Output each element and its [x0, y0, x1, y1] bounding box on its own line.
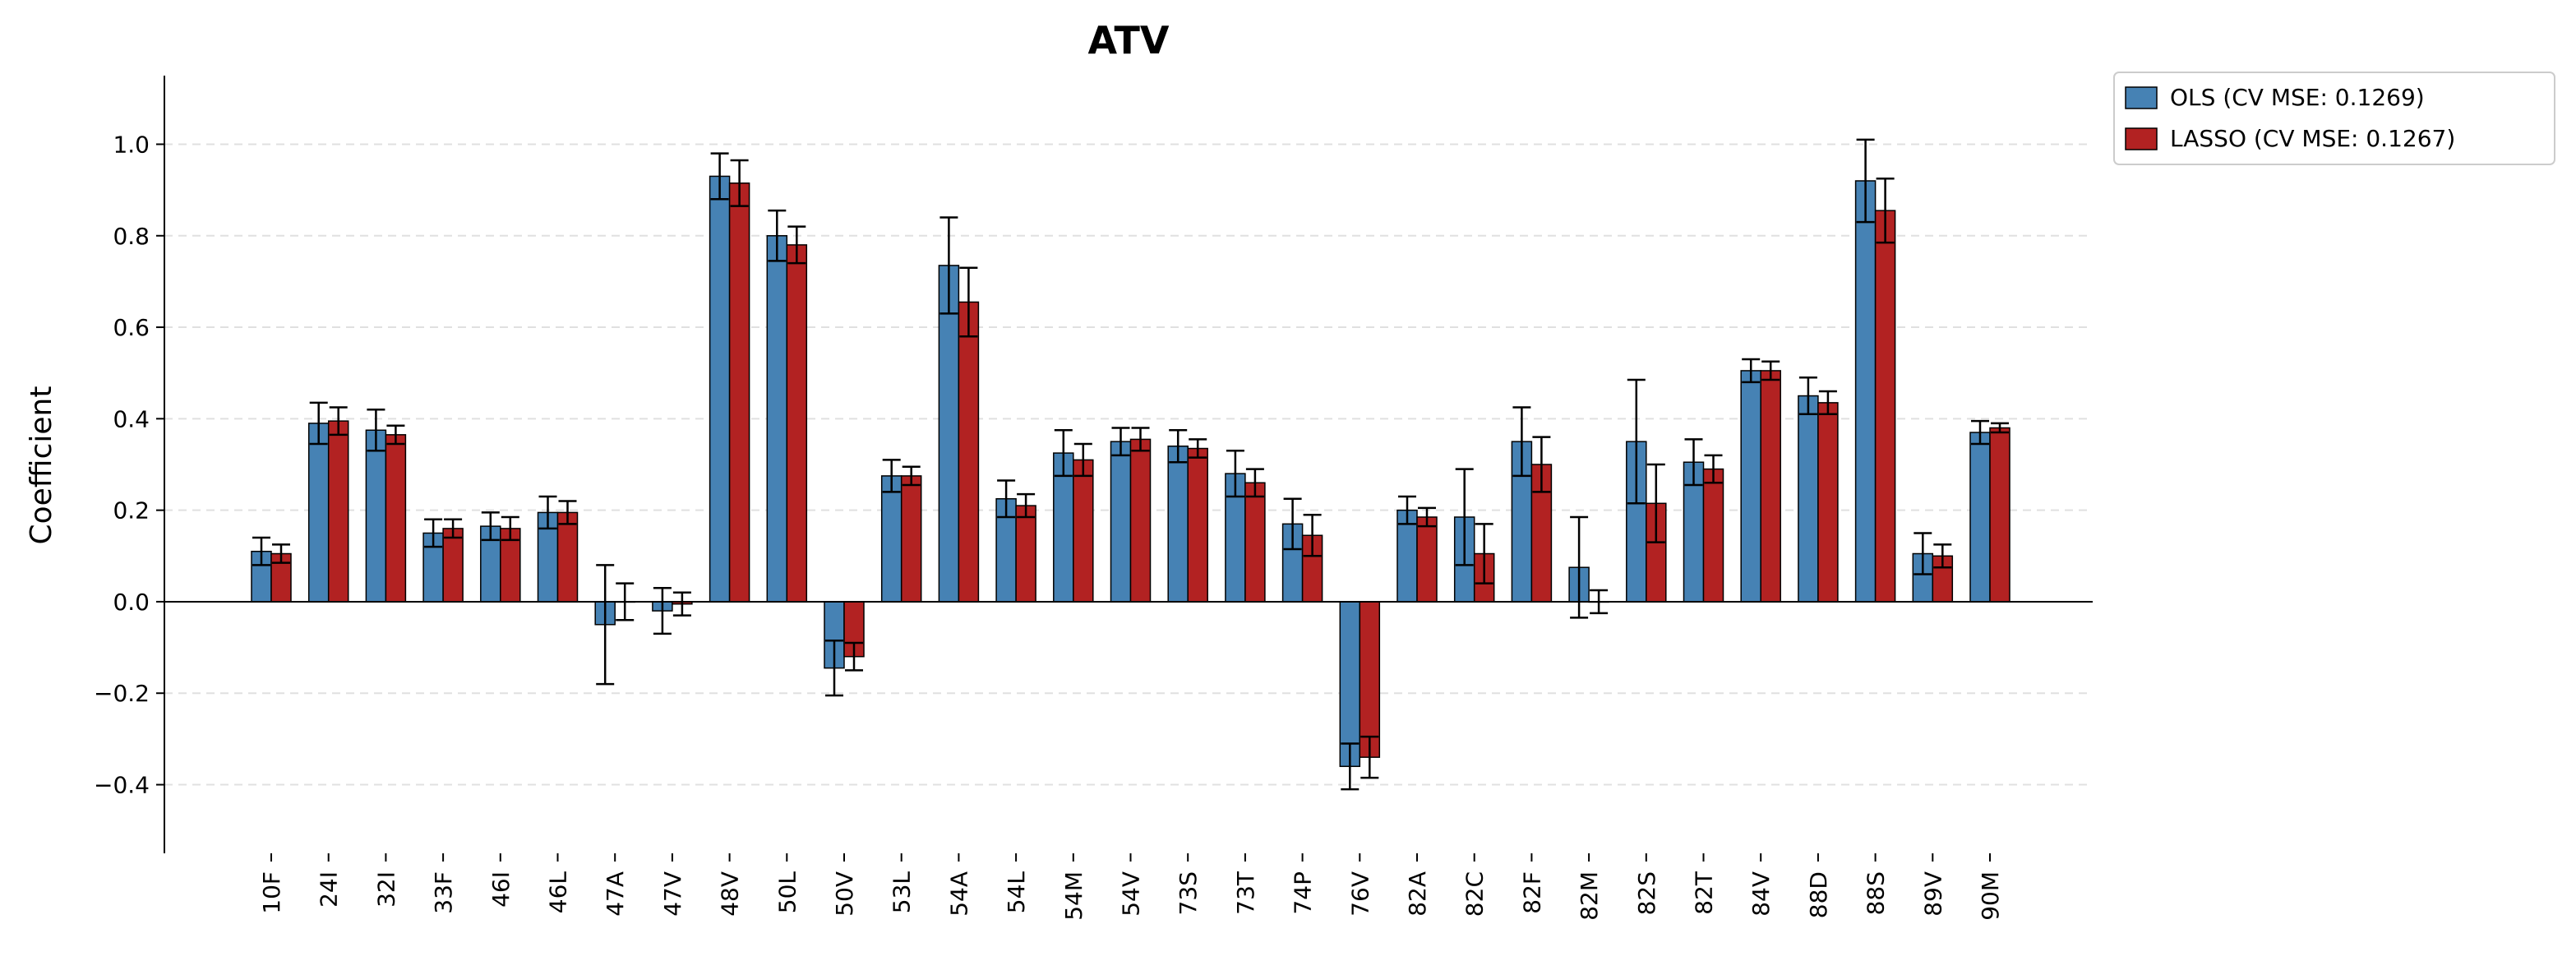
bar-ols-24I: [307, 423, 330, 603]
y-tick-label: 0.4: [113, 405, 150, 432]
bar-ols-88D: [1798, 395, 1819, 603]
bar-ols-54A: [938, 265, 960, 603]
bar-ols-88S: [1854, 180, 1877, 603]
bar-lasso-32I: [385, 434, 407, 603]
x-tick-label: 82T: [1691, 871, 1718, 915]
x-tick-label: 47V: [659, 871, 686, 917]
bar-ols-90M: [1969, 432, 1991, 603]
legend-frame: [2113, 72, 2555, 165]
bar-ols-84V: [1740, 370, 1761, 603]
y-tick-label: 0.8: [113, 223, 150, 250]
x-tick-label: 84V: [1747, 871, 1775, 917]
bar-lasso-48V: [728, 182, 750, 603]
bar-lasso-82T: [1702, 468, 1724, 603]
x-tick-label: 88S: [1863, 871, 1890, 915]
x-tick-label: 82A: [1404, 871, 1431, 917]
x-tick-label: 73S: [1175, 871, 1202, 915]
bar-lasso-54L: [1015, 505, 1036, 603]
y-tick-label: 0.6: [113, 314, 150, 341]
bar-ols-53L: [880, 475, 903, 603]
bar-ols-54M: [1053, 452, 1074, 603]
bar-ols-32I: [365, 429, 387, 603]
x-tick-label: 82M: [1576, 871, 1603, 921]
x-tick-label: 53L: [889, 871, 916, 914]
x-tick-label: 90M: [1977, 871, 2004, 921]
x-tick-label: 50V: [831, 871, 858, 917]
x-tick-label: 46L: [545, 871, 572, 914]
bar-lasso-24I: [327, 420, 349, 603]
bar-lasso-50L: [786, 244, 808, 603]
x-tick-label: 73T: [1232, 871, 1259, 915]
legend: OLS (CV MSE: 0.1269) LASSO (CV MSE: 0.126…: [2113, 72, 2555, 165]
x-tick-label: 82C: [1461, 871, 1489, 917]
bar-ols-73S: [1167, 445, 1189, 603]
x-tick-label: 33F: [430, 871, 457, 914]
x-tick-label: 54L: [1003, 871, 1030, 914]
x-tick-label: 54V: [1118, 871, 1145, 917]
x-tick-label: 47A: [602, 871, 629, 917]
bar-lasso-46L: [556, 511, 579, 603]
x-tick-label: 50L: [773, 871, 801, 914]
y-tick-label: 1.0: [113, 131, 150, 158]
bar-lasso-76V: [1359, 601, 1381, 758]
bar-lasso-33F: [442, 528, 464, 603]
bar-lasso-88S: [1874, 210, 1896, 603]
bar-lasso-90M: [1989, 427, 2010, 603]
bar-lasso-84V: [1760, 370, 1781, 603]
x-tick-label: 82S: [1633, 871, 1660, 915]
bar-lasso-54V: [1129, 438, 1152, 603]
y-tick-label: −0.4: [94, 772, 150, 799]
y-tick-label: −0.2: [94, 680, 150, 707]
y-axis-label: Coefficient: [25, 386, 58, 545]
bar-lasso-88D: [1817, 402, 1839, 603]
bar-lasso-73S: [1187, 447, 1208, 603]
bar-ols-50L: [766, 235, 788, 603]
x-tick-label: 32I: [372, 871, 399, 908]
bars: [251, 138, 2010, 791]
bar-lasso-54M: [1073, 459, 1094, 603]
x-tick-label: 74P: [1290, 871, 1317, 915]
x-tick-label: 46I: [487, 871, 515, 908]
x-tick-label: 10F: [258, 871, 285, 914]
x-tick-label: 54M: [1060, 871, 1087, 921]
x-tick-label: 48V: [717, 871, 744, 917]
y-tick-label: 0.2: [113, 497, 150, 524]
x-tick-label: 24I: [316, 871, 343, 908]
bar-ols-76V: [1339, 601, 1361, 768]
legend-swatch-lasso: [2125, 127, 2158, 150]
bar-lasso-73T: [1244, 482, 1266, 603]
x-tick-label: 54A: [945, 871, 972, 917]
axes: −0.4 −0.2 0.0 0.2 0.4 0.6 0.8 1.0 10F 24I 32I 33F 46…: [94, 76, 2093, 921]
x-tick-label: 88D: [1805, 871, 1832, 918]
legend-label-lasso: LASSO (CV MSE: 0.1267): [2170, 125, 2455, 152]
bar-ols-48V: [709, 175, 731, 603]
x-tick-label: 82F: [1518, 871, 1545, 914]
legend-label-ols: OLS (CV MSE: 0.1269): [2170, 84, 2425, 111]
bar-lasso-53L: [900, 475, 922, 603]
bar-lasso-54A: [958, 301, 980, 603]
x-tick-label: 76V: [1346, 871, 1373, 917]
bar-ols-54V: [1110, 441, 1132, 603]
chart-title: ATV: [1087, 18, 1169, 62]
y-tick-label: 0.0: [113, 589, 150, 616]
x-tick-label: 89V: [1919, 871, 1946, 917]
legend-swatch-ols: [2125, 86, 2158, 109]
bar-lasso-82A: [1416, 516, 1438, 603]
